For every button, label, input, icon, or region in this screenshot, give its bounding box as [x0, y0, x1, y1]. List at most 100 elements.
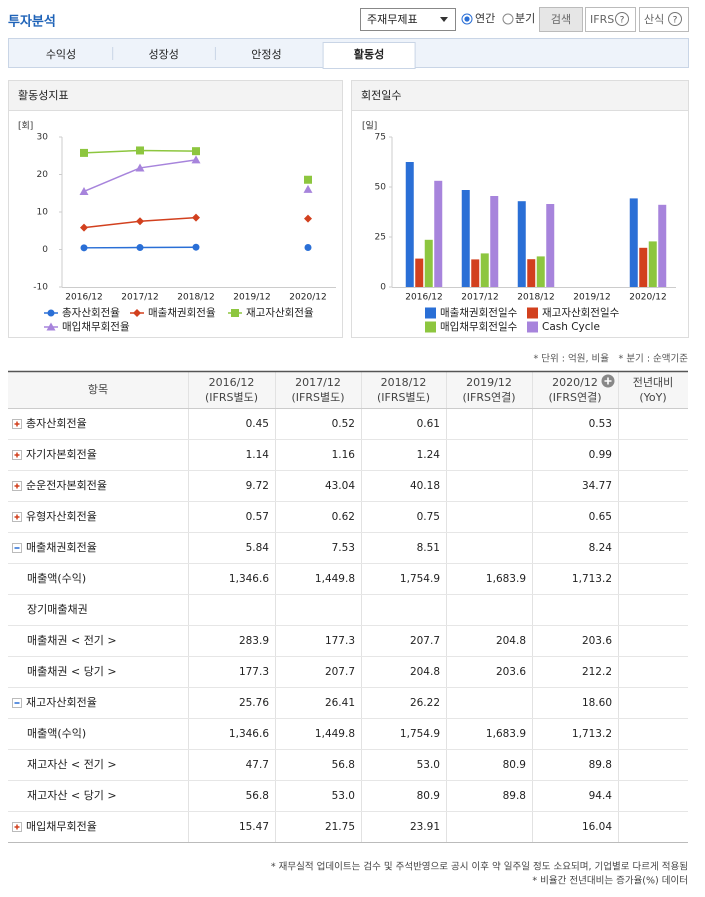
- cell-value: 15.47: [239, 821, 269, 833]
- cell-value: 207.7: [325, 666, 355, 678]
- cell-value: 16.04: [582, 821, 612, 833]
- marker: [80, 148, 88, 157]
- cell-value: 56.8: [246, 790, 269, 802]
- bar: [648, 241, 657, 287]
- cell-value: 5.84: [246, 542, 270, 554]
- cell-value: 0.65: [589, 511, 612, 523]
- cell-value: 1,713.2: [572, 728, 612, 740]
- marker: [231, 309, 239, 317]
- x-tick-label: 2016/12: [405, 293, 442, 303]
- unit-note: * 분기 : 순액기준: [619, 353, 689, 365]
- cell-value: 23.91: [410, 821, 440, 833]
- cell-value: 94.4: [589, 790, 613, 802]
- search-button[interactable]: [539, 7, 583, 32]
- cell-value: 40.18: [410, 480, 440, 492]
- cell-value: 0.45: [246, 418, 269, 430]
- cell-value: 18.60: [582, 697, 612, 709]
- cell-value: 1.14: [246, 449, 270, 461]
- radio-quarter[interactable]: [502, 13, 514, 25]
- cell-value: 283.9: [239, 635, 269, 647]
- y-tick-label: -10: [33, 283, 48, 293]
- cell-value: 1,683.9: [486, 728, 526, 740]
- radio-label: 연간: [475, 12, 495, 25]
- row-toggle-sign: [14, 452, 20, 458]
- table-header: 2016/12: [209, 376, 255, 389]
- marker: [136, 146, 144, 155]
- table-header: (YoY): [639, 391, 666, 404]
- bar: [415, 258, 424, 287]
- x-tick-label: 2020/12: [629, 293, 666, 303]
- cell-value: 1.24: [417, 449, 441, 461]
- marker: [136, 244, 144, 252]
- marker: [46, 322, 56, 331]
- cell-value: 204.8: [410, 666, 440, 678]
- cell-value: 203.6: [582, 635, 612, 647]
- cell-value: 56.8: [332, 759, 355, 771]
- marker: [47, 309, 55, 317]
- radio-label: 분기: [515, 12, 535, 25]
- table-header: (IFRS연결): [462, 391, 515, 404]
- cell-value: 53.0: [417, 759, 440, 771]
- radio-dot: [464, 16, 470, 22]
- unit-note: * 단위 : 억원, 비율: [534, 353, 610, 365]
- cell-value: 1.16: [332, 449, 356, 461]
- table-header-bg: [8, 371, 688, 408]
- row-label: 매출채권회전율: [26, 541, 97, 554]
- cell-value: 0.52: [332, 418, 355, 430]
- tab-label[interactable]: 활동성: [354, 47, 384, 61]
- cell-value: 1,346.6: [229, 728, 269, 740]
- cell-value: 0.57: [246, 511, 269, 523]
- legend-label: 매입채무회전율: [62, 320, 130, 333]
- cell-value: 0.62: [332, 511, 355, 523]
- cell-value: 177.3: [325, 635, 355, 647]
- y-unit: [회]: [18, 121, 33, 132]
- cell-value: 0.53: [589, 418, 612, 430]
- bar: [629, 198, 638, 287]
- row-toggle-sign: [14, 514, 20, 520]
- table-header: (IFRS별도): [377, 391, 430, 404]
- cell-value: 0.99: [589, 449, 612, 461]
- y-tick-label: 10: [37, 208, 49, 218]
- marker: [304, 175, 312, 184]
- marker: [79, 186, 89, 195]
- cell-value: 8.24: [589, 542, 613, 554]
- x-tick-label: 2019/12: [233, 293, 270, 303]
- help-icon: [615, 12, 629, 26]
- table-header: (IFRS별도): [291, 391, 344, 404]
- marker: [136, 217, 144, 226]
- ifrs-label: IFRS: [590, 13, 614, 26]
- row-label: 매출액(수익): [27, 727, 86, 740]
- cell-value: 34.77: [582, 480, 612, 492]
- footnote: * 비율간 전년대비는 증가율(%) 데이터: [532, 876, 688, 887]
- help-icon: [668, 12, 682, 26]
- cell-value: 80.9: [503, 759, 526, 771]
- tab-label[interactable]: 수익성: [46, 48, 76, 61]
- cell-value: 21.75: [325, 821, 355, 833]
- cell-value: 47.7: [246, 759, 269, 771]
- cell-value: 212.2: [582, 666, 612, 678]
- row-label: 재고자산 < 당기 >: [27, 789, 117, 802]
- marker: [304, 244, 312, 252]
- bar: [527, 259, 536, 287]
- cell-value: 89.8: [503, 790, 526, 802]
- marker: [135, 163, 145, 172]
- bar: [639, 247, 648, 287]
- select-box[interactable]: [360, 8, 456, 31]
- row-label: 매출채권 < 당기 >: [27, 665, 117, 678]
- row-label: 유형자산회전율: [26, 510, 97, 523]
- bar: [471, 259, 480, 287]
- y-tick-label: 25: [375, 233, 386, 243]
- cell-value: 26.41: [325, 697, 355, 709]
- legend-label: 매입채무회전일수: [440, 320, 518, 333]
- row-label: 매입채무회전율: [26, 820, 97, 833]
- table-header: 2020/12: [552, 376, 598, 389]
- tab-label[interactable]: 성장성: [149, 48, 179, 61]
- cell-value: 9.72: [246, 480, 269, 492]
- legend-swatch: [425, 321, 436, 333]
- x-tick-label: 2017/12: [461, 293, 498, 303]
- bar: [658, 204, 667, 287]
- cell-value: 207.7: [410, 635, 440, 647]
- tab-label[interactable]: 안정성: [251, 48, 281, 61]
- row-label: 장기매출채권: [27, 603, 88, 616]
